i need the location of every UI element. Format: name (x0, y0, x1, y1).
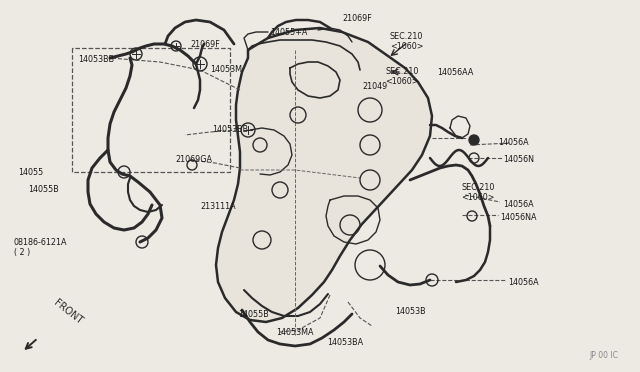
Text: 14056A: 14056A (498, 138, 529, 147)
Polygon shape (216, 28, 432, 322)
Text: 14055B: 14055B (238, 310, 269, 319)
Text: SEC.210
<1060>: SEC.210 <1060> (385, 67, 419, 86)
Text: 14055: 14055 (18, 168, 44, 177)
Text: FRONT: FRONT (52, 298, 84, 326)
Text: 21069GA: 21069GA (175, 155, 212, 164)
Text: 14056NA: 14056NA (500, 213, 536, 222)
Text: 213111A: 213111A (200, 202, 236, 211)
Text: SEC.210
<1060>: SEC.210 <1060> (390, 32, 424, 51)
Text: 21069F: 21069F (190, 40, 220, 49)
Text: 21069F: 21069F (342, 14, 372, 23)
Text: 14053MA: 14053MA (276, 328, 314, 337)
Text: 14056A: 14056A (503, 200, 534, 209)
Text: 14056A: 14056A (508, 278, 539, 287)
Text: JP 00 IC: JP 00 IC (589, 351, 618, 360)
Text: 14053B: 14053B (395, 307, 426, 316)
Text: 21049: 21049 (362, 82, 387, 91)
Text: 14055+A: 14055+A (270, 28, 307, 37)
Circle shape (469, 135, 479, 145)
Text: 14053BB: 14053BB (212, 125, 248, 134)
Text: 14053M: 14053M (210, 65, 242, 74)
Text: 14055B: 14055B (28, 185, 59, 194)
Text: 14053BB: 14053BB (78, 55, 114, 64)
Text: 14056N: 14056N (503, 155, 534, 164)
Text: 14053BA: 14053BA (327, 338, 363, 347)
Text: 08186-6121A
( 2 ): 08186-6121A ( 2 ) (14, 238, 67, 257)
Text: 14056AA: 14056AA (437, 68, 474, 77)
Text: SEC.210
<1060>: SEC.210 <1060> (461, 183, 495, 202)
